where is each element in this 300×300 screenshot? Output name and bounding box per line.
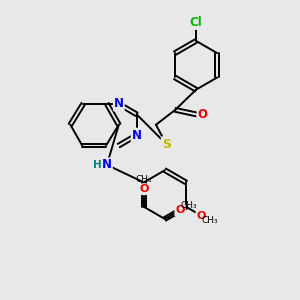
Text: S: S bbox=[162, 138, 171, 151]
Text: N: N bbox=[132, 129, 142, 142]
Text: H: H bbox=[93, 160, 102, 170]
Text: N: N bbox=[102, 158, 112, 171]
Text: S: S bbox=[162, 138, 171, 151]
Text: O: O bbox=[176, 205, 185, 215]
Text: CH₃: CH₃ bbox=[201, 216, 218, 225]
Text: O: O bbox=[198, 108, 208, 121]
Text: O: O bbox=[139, 184, 148, 194]
Text: CH₃: CH₃ bbox=[135, 175, 152, 184]
Text: O: O bbox=[196, 211, 206, 220]
Text: CH₃: CH₃ bbox=[180, 201, 197, 210]
Text: N: N bbox=[114, 98, 124, 110]
Text: Cl: Cl bbox=[190, 16, 202, 29]
